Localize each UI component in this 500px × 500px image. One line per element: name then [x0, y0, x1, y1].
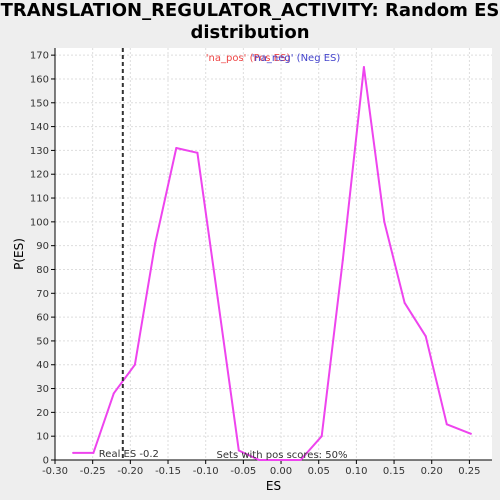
data-point	[175, 147, 178, 150]
data-point	[112, 392, 115, 395]
y-tick-label: 140	[30, 122, 49, 133]
x-tick-label: -0.10	[193, 466, 219, 477]
real-es-label: Real ES -0.2	[99, 449, 159, 460]
data-point	[258, 459, 261, 461]
x-tick-label: 0.20	[421, 466, 443, 477]
y-tick-label: 0	[43, 456, 49, 467]
x-tick-label: -0.25	[80, 466, 106, 477]
data-point	[216, 297, 219, 300]
x-tick-label: 0.10	[345, 466, 367, 477]
x-tick-label: 0.00	[270, 466, 292, 477]
y-tick-label: 30	[36, 384, 49, 395]
data-point	[403, 301, 406, 304]
y-tick-label: 50	[36, 336, 49, 347]
y-tick-label: 150	[30, 98, 49, 109]
y-axis-label: P(ES)	[12, 238, 26, 270]
reference-lines: Real ES -0.2	[99, 48, 159, 460]
y-tick-label: 130	[30, 146, 49, 157]
y-tick-label: 40	[36, 360, 49, 371]
y-tick-label: 60	[36, 313, 49, 324]
y-tick-label: 70	[36, 289, 49, 300]
y-tick-label: 160	[30, 74, 49, 85]
data-point	[196, 151, 199, 154]
x-tick-label: 0.25	[458, 466, 480, 477]
data-point	[92, 451, 95, 454]
x-tick-label: -0.20	[117, 466, 143, 477]
x-tick-label: -0.05	[230, 466, 256, 477]
data-point	[237, 449, 240, 452]
data-point	[279, 459, 282, 461]
chart-title-line-1: TRANSLATION_REGULATOR_ACTIVITY: Random E…	[0, 0, 500, 21]
data-point	[445, 423, 448, 426]
y-tick-label: 120	[30, 170, 49, 181]
tick-labels: 0 10 20 30 40 50 60 70 80 90 100 110 120 130 140 150 160…	[30, 51, 481, 477]
data-point	[133, 363, 136, 366]
x-tick-label: 0.05	[308, 466, 330, 477]
pos-scores-annotation: Sets with pos scores: 50%	[217, 450, 348, 461]
y-tick-label: 90	[36, 241, 49, 252]
legend-pos-es: 'na_pos' (Pos ES)	[206, 53, 291, 64]
series-group	[72, 66, 472, 461]
y-tick-label: 20	[36, 408, 49, 419]
plot-area	[55, 48, 492, 460]
y-tick-label: 110	[30, 194, 49, 205]
data-point	[320, 435, 323, 438]
data-point	[362, 66, 365, 69]
y-tick-label: 100	[30, 217, 49, 228]
data-point	[469, 432, 472, 435]
y-tick-label: 10	[36, 432, 49, 443]
data-point	[72, 451, 75, 454]
series-line	[73, 66, 472, 461]
y-tick-label: 170	[30, 51, 49, 62]
chart-title: TRANSLATION_REGULATOR_ACTIVITY: Random E…	[0, 0, 500, 44]
x-axis-label: ES	[266, 479, 281, 493]
y-tick-label: 80	[36, 265, 49, 276]
chart-title-line-2: distribution	[190, 22, 310, 43]
grid	[54, 48, 492, 461]
data-point	[424, 335, 427, 338]
data-point	[154, 242, 157, 245]
legend-neg-es: 'na_neg' (Neg ES)	[252, 53, 341, 64]
legend: 'na_pos' (Pos ES)'na_neg' (Neg ES)	[206, 53, 341, 64]
x-tick-label: -0.30	[42, 466, 68, 477]
data-point	[383, 220, 386, 223]
data-point	[341, 258, 344, 261]
data-point	[299, 459, 302, 461]
x-tick-label: -0.15	[155, 466, 181, 477]
x-tick-label: 0.15	[383, 466, 405, 477]
